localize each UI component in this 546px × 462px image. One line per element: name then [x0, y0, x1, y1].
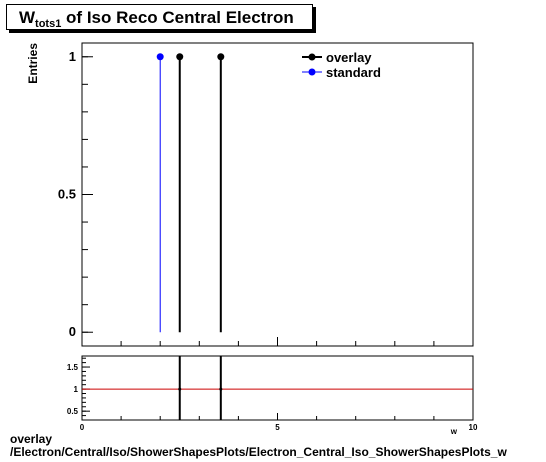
- ratio-y-tick-label: 1.5: [67, 363, 79, 372]
- title-main: W: [19, 8, 36, 27]
- title-subscript: tots1: [35, 18, 62, 30]
- footer-path: /Electron/Central/Iso/ShowerShapesPlots/…: [10, 445, 507, 459]
- chart-title: Wtots1 of Iso Reco Central Electron: [6, 4, 313, 30]
- legend-marker-overlay: [308, 53, 316, 61]
- ratio-y-tick-label: 1: [74, 385, 79, 394]
- x-tick-label: 10: [469, 423, 478, 432]
- series-overlay-point: [176, 53, 184, 61]
- legend-marker-standard: [308, 68, 316, 76]
- y-tick-label: 0: [69, 324, 76, 339]
- y-tick-label: 1: [69, 49, 76, 64]
- legend-label-overlay: overlay: [326, 50, 372, 65]
- legend-label-standard: standard: [326, 65, 381, 80]
- x-axis-title: w: [450, 427, 458, 436]
- ratio-series-point: [219, 387, 223, 391]
- ratio-plot-frame: [81, 355, 474, 421]
- main-plot-frame: [81, 42, 474, 347]
- ratio-series-point: [178, 387, 182, 391]
- x-tick-label: 0: [80, 423, 85, 432]
- x-tick-label: 5: [275, 423, 280, 432]
- y-tick-label: 0.5: [58, 187, 76, 202]
- series-standard-point: [156, 53, 164, 61]
- series-overlay-point: [217, 53, 225, 61]
- ratio-y-tick-label: 0.5: [67, 407, 79, 416]
- y-axis-title: Entries: [26, 43, 40, 84]
- footer-label: overlay: [10, 432, 53, 446]
- title-rest: of Iso Reco Central Electron: [61, 8, 294, 27]
